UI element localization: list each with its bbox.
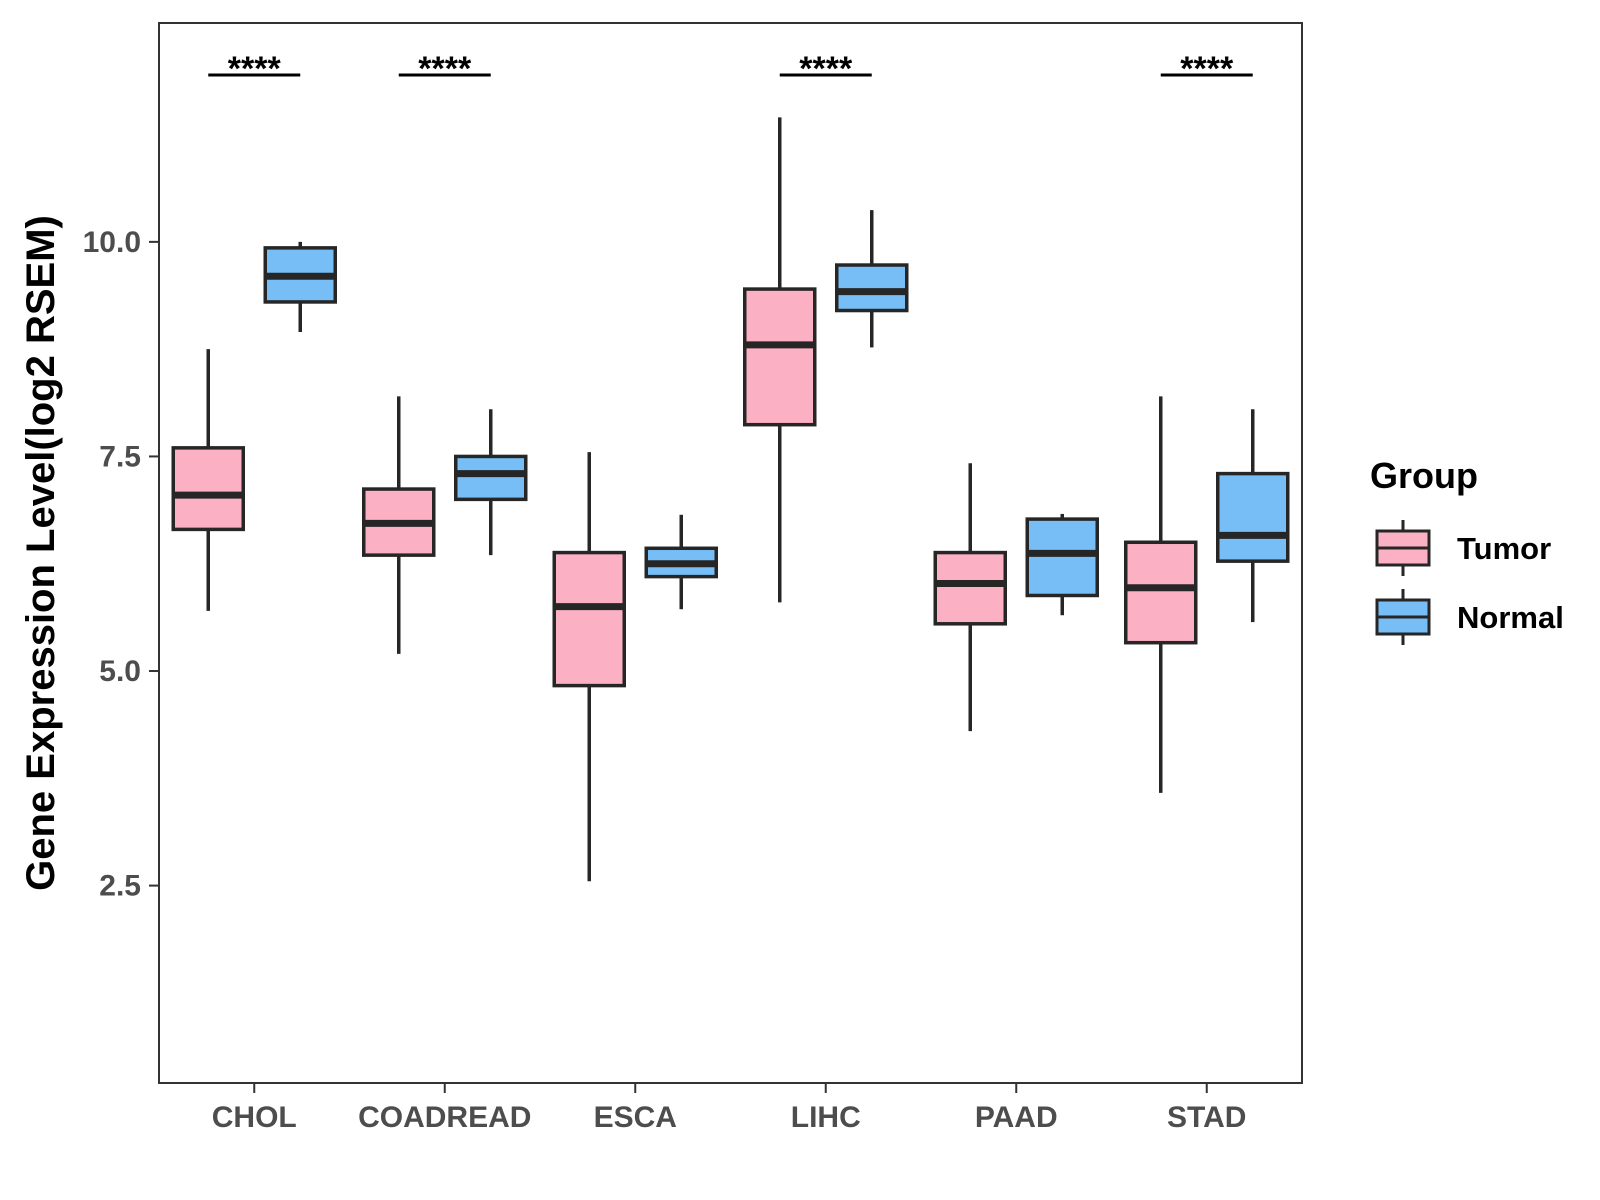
y-tick-label: 10.0 bbox=[83, 226, 141, 259]
x-tick-label: CHOL bbox=[212, 1101, 297, 1134]
box-normal-stad bbox=[1216, 409, 1290, 623]
box-normal-lihc bbox=[835, 210, 909, 348]
x-tick-label: COADREAD bbox=[358, 1101, 531, 1134]
legend: Group Tumor Normal bbox=[1370, 455, 1564, 645]
plot-panel bbox=[158, 22, 1303, 1084]
box-normal-paad bbox=[1025, 513, 1099, 616]
y-axis: 2.5 5.0 7.5 10.0 bbox=[83, 226, 159, 903]
y-tick-label: 2.5 bbox=[99, 870, 141, 903]
box-body bbox=[1216, 471, 1290, 563]
box-tumor-chol bbox=[171, 349, 245, 611]
significance-label: **** bbox=[418, 50, 472, 88]
box-body bbox=[552, 550, 626, 688]
box-tumor-paad bbox=[933, 463, 1007, 732]
x-tick-label: ESCA bbox=[594, 1101, 677, 1134]
box-body bbox=[933, 550, 1007, 626]
significance-layer: **** **** **** **** bbox=[208, 50, 1253, 88]
box-tumor-coadread bbox=[362, 396, 436, 654]
box-normal-coadread bbox=[454, 409, 528, 556]
legend-label: Normal bbox=[1457, 600, 1564, 635]
y-tick-label: 7.5 bbox=[99, 440, 141, 473]
significance-label: **** bbox=[228, 50, 282, 88]
legend-title: Group bbox=[1370, 455, 1478, 496]
box-body bbox=[743, 287, 817, 427]
box-tumor-esca bbox=[552, 452, 626, 882]
significance-label: **** bbox=[1180, 50, 1234, 88]
legend-label: Tumor bbox=[1457, 531, 1551, 566]
y-axis-title: Gene Expression Level(log2 RSEM) bbox=[19, 215, 63, 891]
x-axis: CHOL COADREAD ESCA LIHC PAAD STAD bbox=[212, 1083, 1246, 1134]
box-body bbox=[454, 454, 528, 502]
box-body bbox=[171, 446, 245, 532]
box-normal-esca bbox=[644, 514, 718, 610]
x-tick-label: STAD bbox=[1167, 1101, 1246, 1134]
box-tumor-lihc bbox=[743, 117, 817, 603]
x-tick-label: PAAD bbox=[975, 1101, 1058, 1134]
box-layer bbox=[171, 117, 1290, 882]
box-normal-chol bbox=[263, 241, 337, 332]
box-body bbox=[835, 263, 909, 313]
significance-label: **** bbox=[799, 50, 853, 88]
y-tick-label: 5.0 bbox=[99, 655, 141, 688]
legend-item-normal: Normal bbox=[1375, 589, 1564, 645]
box-body bbox=[1025, 517, 1099, 598]
box-tumor-stad bbox=[1124, 396, 1198, 793]
legend-item-tumor: Tumor bbox=[1375, 520, 1551, 576]
x-tick-label: LIHC bbox=[791, 1101, 861, 1134]
box-body bbox=[1124, 540, 1198, 645]
